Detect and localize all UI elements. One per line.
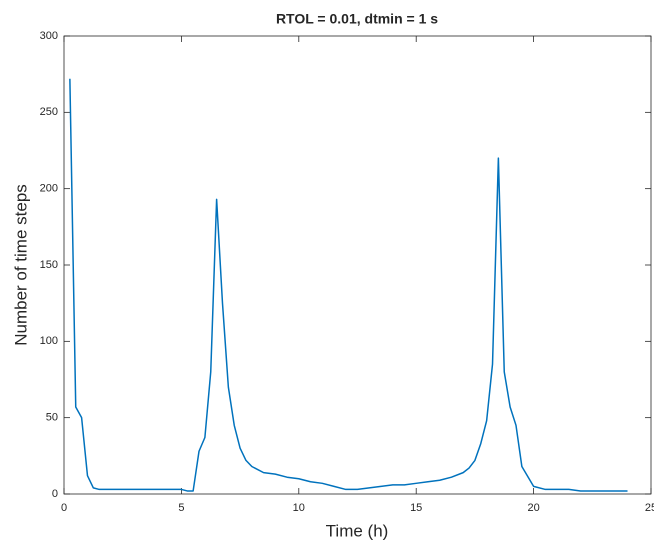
x-tick-label: 0 bbox=[61, 502, 67, 514]
y-axis-label: Number of time steps bbox=[11, 184, 30, 346]
x-tick-label: 20 bbox=[527, 502, 539, 514]
x-tick-label: 25 bbox=[645, 502, 654, 514]
data-line bbox=[69, 78, 628, 492]
y-tick-label: 150 bbox=[40, 259, 58, 271]
y-tick-label: 100 bbox=[40, 335, 58, 347]
x-tick-label: 5 bbox=[178, 502, 184, 514]
x-tick-label: 15 bbox=[410, 502, 422, 514]
y-tick-label: 250 bbox=[40, 106, 58, 118]
y-tick-label: 50 bbox=[46, 412, 58, 424]
x-axis-label: Time (h) bbox=[326, 521, 389, 540]
x-tick-label: 10 bbox=[293, 502, 305, 514]
chart-title: RTOL = 0.01, dtmin = 1 s bbox=[276, 11, 438, 27]
axes-box bbox=[63, 35, 652, 495]
y-tick-label: 200 bbox=[40, 183, 58, 195]
y-tick-label: 0 bbox=[52, 488, 58, 500]
y-tick-label: 300 bbox=[40, 30, 58, 42]
